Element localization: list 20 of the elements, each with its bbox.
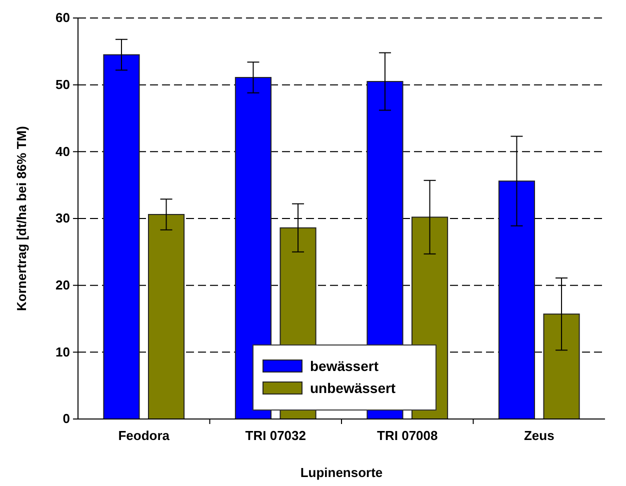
y-tick-label: 0 bbox=[62, 411, 70, 426]
y-tick-label: 30 bbox=[56, 210, 70, 226]
x-tick-label: TRI 07008 bbox=[377, 428, 438, 444]
x-tick-label: TRI 07032 bbox=[245, 428, 306, 444]
bar bbox=[498, 180, 536, 420]
y-axis-title: Kornertrag [dt/ha bei 86% TM) bbox=[14, 126, 29, 311]
bar bbox=[103, 54, 140, 420]
y-tick-label: 20 bbox=[56, 277, 70, 292]
x-axis-title: Lupinensorte bbox=[300, 465, 383, 480]
bar bbox=[148, 214, 185, 420]
bar bbox=[543, 314, 580, 420]
bar bbox=[234, 76, 272, 420]
y-tick-label: 40 bbox=[56, 144, 70, 159]
legend-label: bewässert bbox=[310, 358, 379, 374]
y-tick-label: 50 bbox=[56, 76, 70, 92]
y-tick-label: 60 bbox=[56, 10, 70, 26]
y-tick-label: 10 bbox=[56, 344, 70, 360]
legend-label: unbewässert bbox=[310, 380, 396, 396]
x-tick-label: Zeus bbox=[524, 428, 554, 444]
x-tick-label: Feodora bbox=[118, 428, 170, 444]
